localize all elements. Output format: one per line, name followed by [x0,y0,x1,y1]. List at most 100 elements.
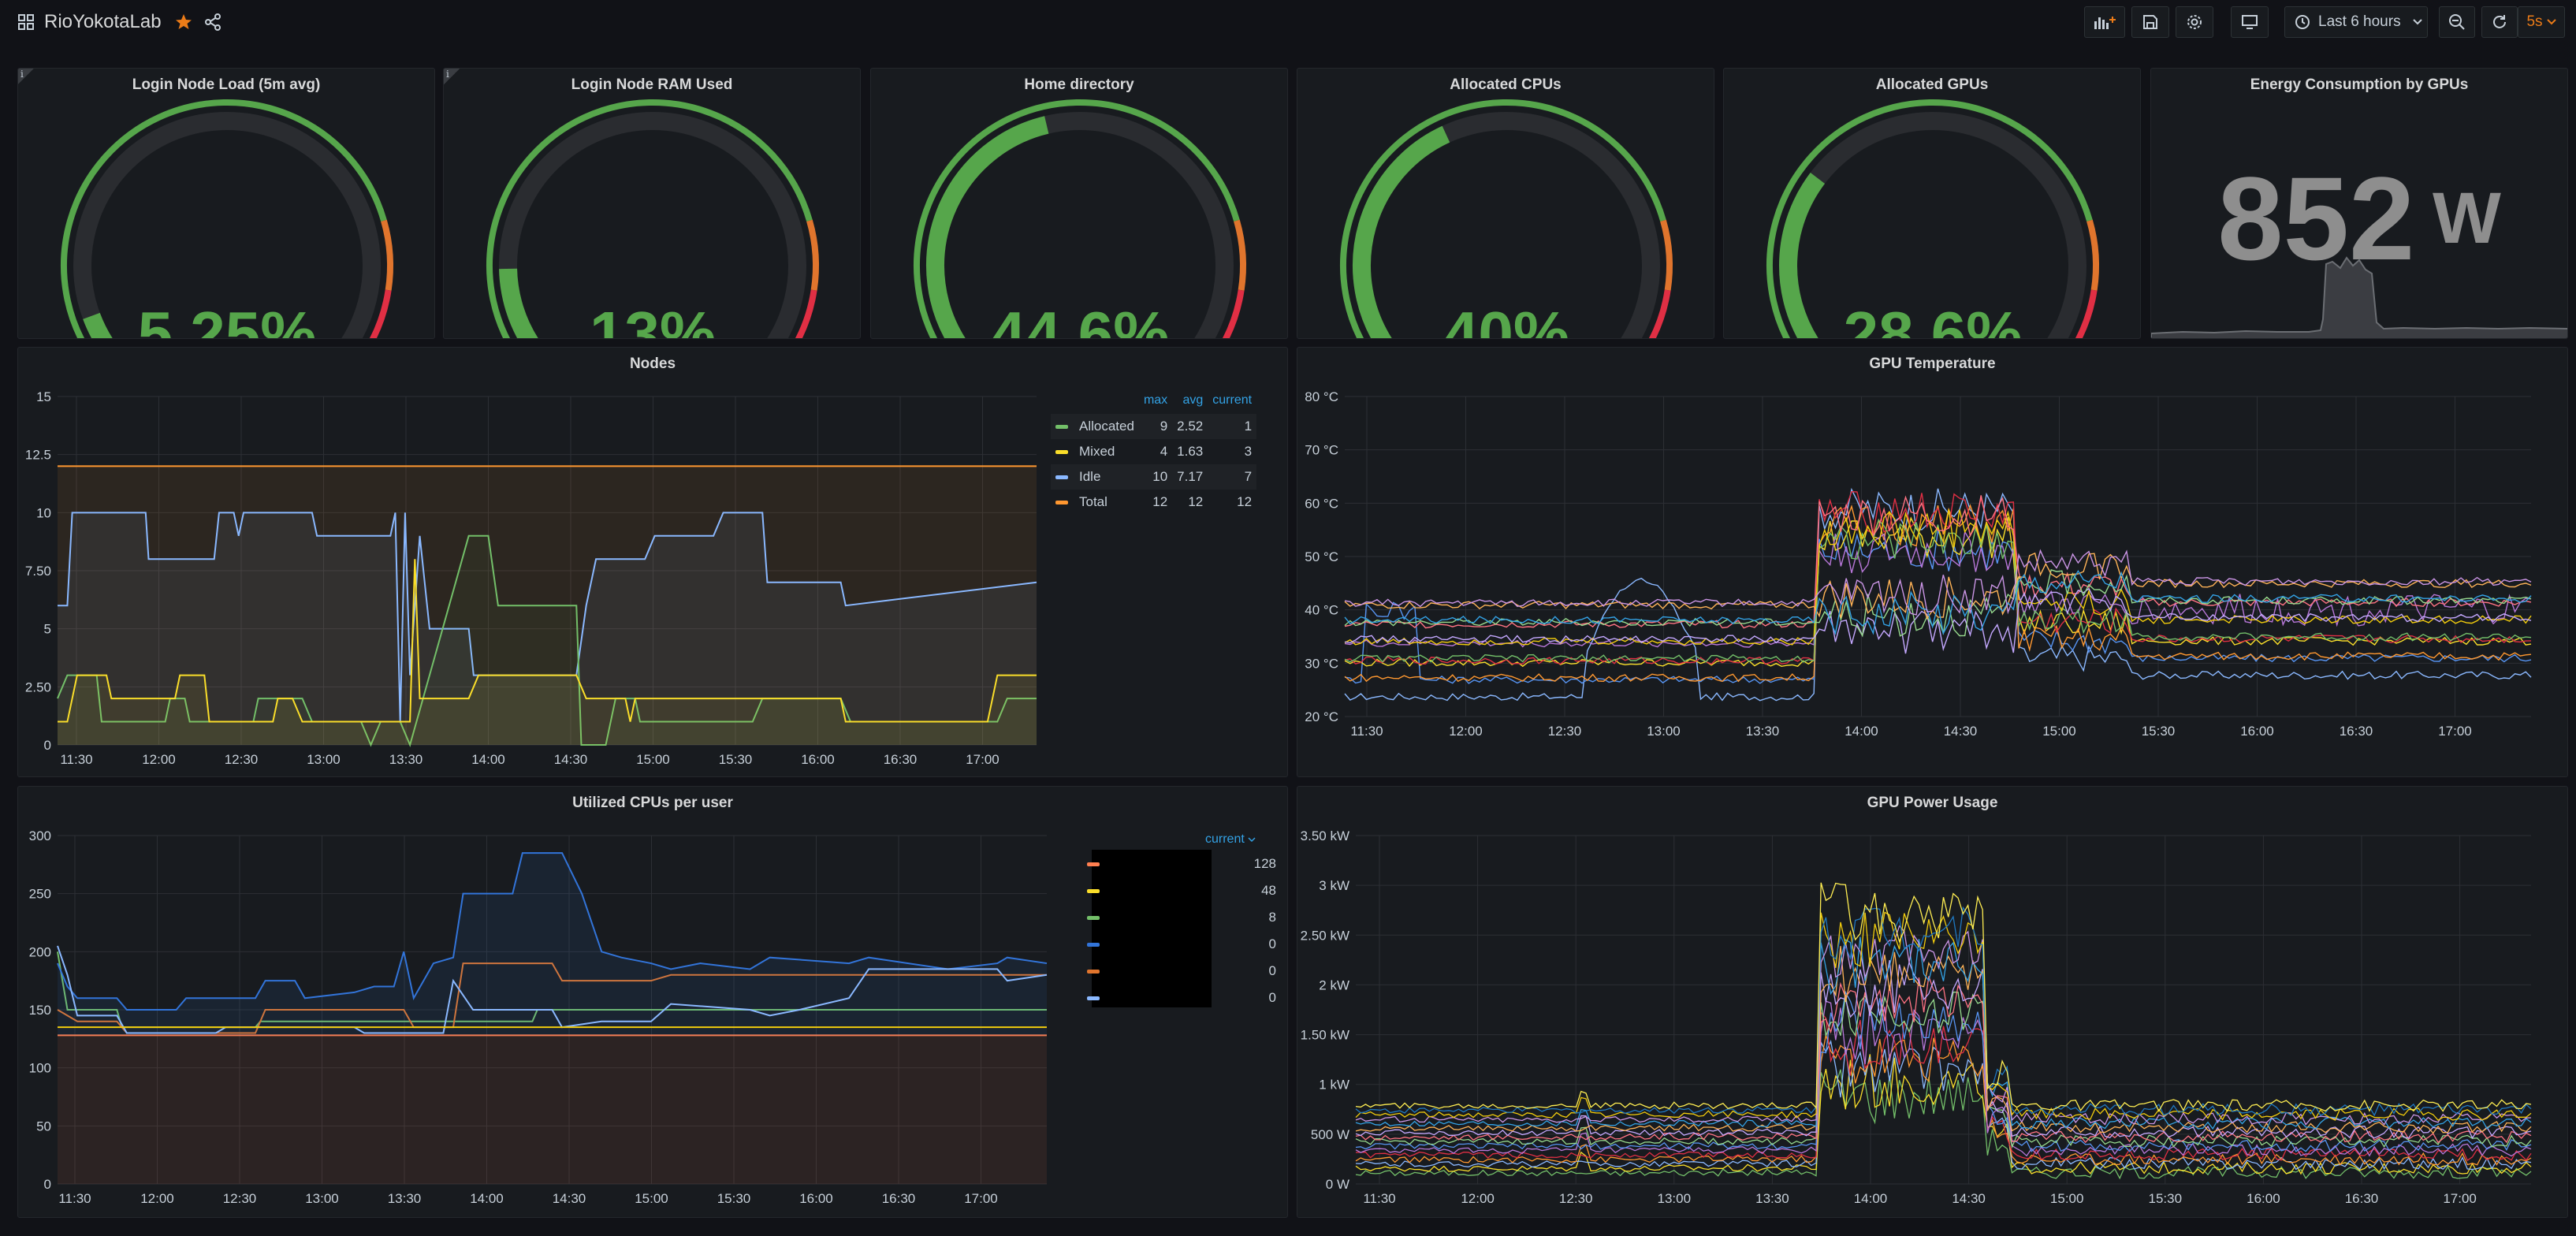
y-tick-label: 100 [29,1061,51,1076]
legend-current: 48 [1261,883,1276,898]
user-1-area [58,1035,1047,1184]
x-tick-label: 13:30 [1746,724,1780,739]
panel-title[interactable]: Allocated GPUs [1875,76,1989,93]
x-tick-label: 12:30 [225,752,259,767]
legend-row[interactable]: 0 [1070,959,1287,984]
y-tick-label: 0 [44,1177,51,1192]
legend-series-name[interactable]: Total [1079,494,1107,509]
legend-header-avg[interactable]: avg [1182,393,1204,407]
panel-title[interactable]: Utilized CPUs per user [572,795,733,811]
legend-row-allocated[interactable]: Allocated 9 2.52 1 [1051,414,1257,439]
legend-max: 12 [1152,494,1168,509]
gauge-value-text: 5.25% [138,299,317,339]
gauge-panel-allocated-cpus[interactable]: Allocated CPUs 40% [1297,68,1714,339]
add-panel-icon [2094,17,2116,29]
x-tick-label: 13:00 [1647,724,1681,739]
gpu-7-series-line [1344,509,2532,646]
gauge-track [73,112,381,338]
x-tick-label: 17:00 [964,1191,998,1206]
legend-row[interactable]: 0 [1070,985,1287,1011]
gpu-power-8-series-line [1355,976,2532,1144]
add-panel-button[interactable] [2084,6,2125,38]
gauge-panel-home-directory[interactable]: Home directory 44.6% [870,68,1288,339]
gauge: 13% [486,99,819,339]
legend-row-total[interactable]: Total 12 12 12 [1051,490,1256,515]
gpu-power-chart: 3.50 kW 3 kW 2.50 kW 2 kW 1.50 kW 1 kW 500 W 0 … [1301,828,2532,1206]
gauge-threshold-orange [1234,219,1246,291]
gauge-panel-login-load[interactable]: i Login Node Load (5m avg) 5.25% [17,68,435,339]
panel-title[interactable]: GPU Temperature [1869,356,1996,372]
gpu-power-11-series-line [1355,936,2532,1130]
view-mode-button[interactable] [2231,6,2269,38]
gauge-panel-login-ram[interactable]: i Login Node RAM Used 13% [443,68,861,339]
panel-title[interactable]: GPU Power Usage [1867,795,1998,811]
legend-series-name[interactable]: Allocated [1079,419,1134,434]
gpu-12-series-line [1344,570,2532,635]
legend-avg: 2.52 [1177,419,1204,434]
chevron-down-icon [1248,837,1256,843]
timeseries-panel-gpu-temperature[interactable]: GPU Temperature 80 °C 70 °C 60 °C 50 °C 40 °… [1297,347,2568,777]
settings-button[interactable] [2176,6,2213,38]
dashboard-title-group[interactable]: RioYokotaLab [17,11,221,33]
gauge-threshold-red [369,289,392,338]
info-icon[interactable]: i [444,69,460,84]
dashboard-title[interactable]: RioYokotaLab [44,11,162,32]
stat-panel-energy[interactable]: Energy Consumption by GPUs 852 W [2150,68,2568,339]
gpu-power-4-series-line [1355,1011,2532,1161]
panel-title[interactable]: Nodes [629,356,676,372]
legend-series-name[interactable]: Mixed [1079,444,1115,459]
gauge-panel-allocated-gpus[interactable]: Allocated GPUs 28.6% [1723,68,2141,339]
legend-row-idle[interactable]: Idle 10 7.17 7 [1051,464,1257,490]
legend-header-max[interactable]: max [1143,393,1168,407]
y-tick-label: 12.5 [25,448,51,463]
y-tick-label: 500 W [1311,1127,1349,1142]
timeseries-panel-gpu-power[interactable]: GPU Power Usage 3.50 kW 3 kW 2.50 kW 2 kW 1.… [1297,786,2568,1218]
gpu-6-series-line [1344,519,2532,663]
legend-header-current[interactable]: current [1212,393,1253,407]
gpu-power-10-series-line [1355,946,2532,1134]
zoom-out-button[interactable] [2439,6,2475,38]
x-tick-label: 15:00 [635,1191,668,1206]
refresh-button[interactable] [2481,6,2518,38]
panel-title[interactable]: Allocated CPUs [1450,76,1562,93]
mixed-area [58,559,1037,745]
y-tick-label: 7.50 [25,564,51,579]
sparkline-area [2151,256,2567,338]
legend-row[interactable]: 8 [1070,905,1287,930]
gpu-power-15-series-line [1355,882,2532,1112]
x-tick-label: 11:30 [58,1191,91,1206]
timeseries-panel-cpus-per-user[interactable]: Utilized CPUs per user 300 250 200 150 100 50… [17,786,1288,1218]
x-tick-label: 13:30 [388,1191,422,1206]
share-icon[interactable] [204,13,221,31]
legend-swatch [1087,996,1100,1000]
legend-header-current[interactable]: current [1205,832,1256,847]
star-icon[interactable] [174,13,193,32]
x-tick-label: 15:30 [2149,1191,2183,1206]
legend-row[interactable]: 0 [1070,932,1287,957]
gpu-power-3-series-line [1355,1034,2532,1166]
x-tick-label: 13:30 [389,752,423,767]
panel-title[interactable]: Login Node Load (5m avg) [132,76,321,93]
gpu-power-0-series-line [1355,1069,2532,1180]
legend-row-mixed[interactable]: Mixed 4 1.63 3 [1051,439,1256,464]
clock-icon [2295,15,2310,29]
gauge-value-text: 13% [590,299,716,339]
info-icon[interactable]: i [18,69,34,84]
gauge-threshold-orange [1660,219,1673,291]
panel-title[interactable]: Energy Consumption by GPUs [2250,76,2469,93]
save-dashboard-button[interactable] [2131,6,2169,38]
refresh-interval-picker[interactable]: 5s [2518,6,2565,38]
legend-row[interactable]: 128 [1070,851,1287,877]
gauge-threshold-orange [806,219,819,291]
legend-max: 9 [1160,419,1168,434]
legend-row[interactable]: 48 [1070,878,1287,903]
time-range-picker[interactable]: Last 6 hours [2284,6,2428,38]
panel-title[interactable]: Login Node RAM Used [571,76,733,93]
x-tick-label: 12:30 [223,1191,257,1206]
y-tick-label: 1.50 kW [1301,1028,1349,1043]
gauge-value-arc [1779,173,1826,338]
timeseries-panel-nodes[interactable]: Nodes 15 12.5 10 7.50 5 2.50 0 11:30 12:00 12:30 1… [17,347,1288,777]
x-tick-label: 15:00 [2050,1191,2084,1206]
panel-title[interactable]: Home directory [1024,76,1134,93]
legend-series-name[interactable]: Idle [1079,469,1101,484]
